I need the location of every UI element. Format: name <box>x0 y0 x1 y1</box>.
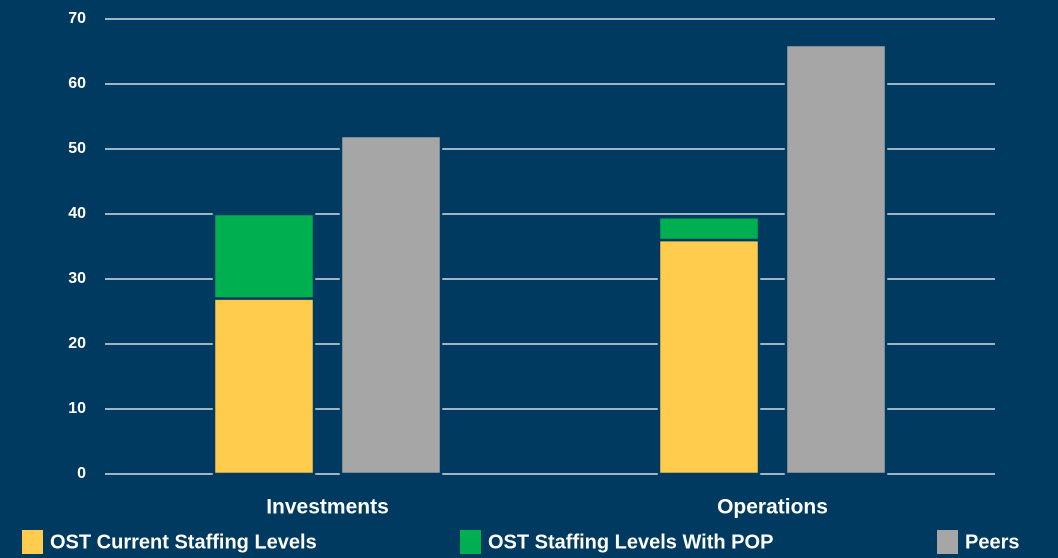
x-tick-label: Investments <box>266 496 389 519</box>
bar-segment <box>212 297 316 476</box>
bar-segment <box>339 134 443 476</box>
legend-swatch <box>460 530 481 554</box>
bar-segment <box>784 43 888 476</box>
legend-swatch <box>22 530 43 554</box>
y-tick-label: 60 <box>68 75 86 92</box>
y-tick-label: 10 <box>68 400 86 417</box>
y-tick-label: 30 <box>68 270 86 287</box>
y-tick-label: 20 <box>68 335 86 352</box>
x-tick-label: Operations <box>717 496 828 519</box>
legend-label: OST Current Staffing Levels <box>50 531 317 553</box>
y-tick-label: 0 <box>77 465 86 482</box>
legend-swatch <box>937 530 958 554</box>
bar-segment <box>657 238 761 476</box>
bar-segment <box>657 216 761 242</box>
legend-label: Peers <box>965 531 1020 553</box>
bar-segment <box>212 212 316 300</box>
y-tick-label: 50 <box>68 140 86 157</box>
legend-label: OST Staffing Levels With POP <box>488 531 773 553</box>
y-tick-label: 40 <box>68 205 86 222</box>
y-tick-label: 70 <box>68 10 86 27</box>
